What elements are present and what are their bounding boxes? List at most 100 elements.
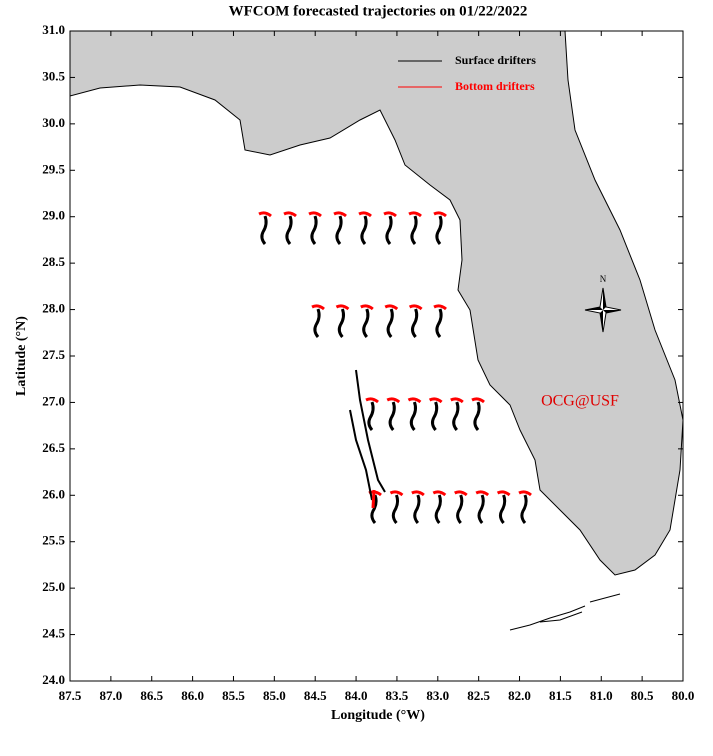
bottom-trajectory bbox=[308, 211, 322, 218]
legend-label: Bottom drifters bbox=[455, 79, 535, 93]
bottom-trajectory bbox=[450, 397, 464, 404]
surface-trajectory bbox=[367, 401, 375, 431]
bottom-trajectory bbox=[389, 490, 404, 497]
surface-trajectory bbox=[313, 308, 321, 338]
bottom-trajectory bbox=[475, 490, 490, 497]
bottom-trajectory bbox=[471, 397, 485, 404]
x-tick-label: 84.0 bbox=[345, 688, 368, 703]
surface-trajectory bbox=[410, 215, 418, 245]
x-tick-label: 82.5 bbox=[467, 688, 490, 703]
x-tick-label: 81.5 bbox=[549, 688, 572, 703]
land bbox=[69, 30, 684, 576]
bottom-trajectory bbox=[258, 211, 272, 218]
surface-trajectory bbox=[335, 215, 343, 245]
x-tick-label: 83.0 bbox=[426, 688, 449, 703]
bottom-trajectory bbox=[433, 211, 447, 218]
bottom-trajectory bbox=[428, 397, 443, 404]
surface-trajectory bbox=[370, 494, 378, 524]
y-tick-label: 27.5 bbox=[42, 347, 65, 362]
surface-trajectory bbox=[355, 369, 386, 493]
y-tick-label: 29.5 bbox=[42, 161, 65, 176]
surface-trajectory bbox=[409, 401, 418, 431]
bottom-trajectory bbox=[384, 304, 399, 311]
bottom-trajectory bbox=[411, 490, 425, 497]
surface-trajectory bbox=[435, 215, 443, 245]
x-tick-label: 80.0 bbox=[672, 688, 695, 703]
x-tick-label: 85.5 bbox=[222, 688, 245, 703]
y-tick-label: 27.0 bbox=[42, 393, 65, 408]
surface-trajectory bbox=[310, 215, 318, 245]
surface-trajectory bbox=[410, 308, 419, 338]
bottom-trajectory bbox=[407, 397, 422, 404]
x-tick-label: 83.5 bbox=[386, 688, 409, 703]
x-axis-label: Longitude (°W) bbox=[331, 708, 425, 723]
trajectories bbox=[258, 211, 532, 524]
x-tick-label: 86.0 bbox=[181, 688, 204, 703]
x-tick-label: 82.0 bbox=[508, 688, 531, 703]
bottom-trajectory bbox=[454, 490, 468, 497]
bottom-trajectory bbox=[311, 304, 325, 311]
y-axis-label: Latitude (°N) bbox=[14, 316, 29, 396]
compass: N bbox=[584, 274, 622, 333]
y-tick-label: 25.0 bbox=[42, 579, 65, 594]
bottom-trajectory bbox=[283, 211, 297, 218]
bottom-trajectory bbox=[408, 211, 422, 218]
y-tick-label: 28.5 bbox=[42, 254, 65, 269]
surface-trajectory bbox=[413, 494, 421, 524]
bottom-trajectory bbox=[433, 304, 447, 311]
surface-trajectory bbox=[477, 494, 485, 524]
y-tick-label: 26.0 bbox=[42, 486, 65, 501]
surface-trajectory bbox=[388, 401, 396, 431]
surface-trajectory bbox=[337, 308, 346, 338]
compass-label: N bbox=[600, 274, 607, 284]
compass-fill bbox=[585, 288, 621, 332]
surface-trajectory bbox=[362, 308, 370, 338]
y-tick-label: 25.5 bbox=[42, 533, 65, 548]
bottom-trajectory bbox=[360, 304, 374, 311]
legend-label: Surface drifters bbox=[455, 53, 536, 67]
bottom-trajectory bbox=[358, 211, 372, 218]
surface-trajectory bbox=[430, 401, 439, 431]
surface-trajectory bbox=[386, 308, 394, 338]
y-tick-label: 30.0 bbox=[42, 115, 65, 130]
bottom-trajectory bbox=[383, 211, 397, 218]
surface-trajectory bbox=[498, 494, 507, 524]
surface-trajectory bbox=[360, 215, 368, 245]
surface-trajectory bbox=[391, 494, 400, 524]
y-tick-label: 30.5 bbox=[42, 68, 65, 83]
y-tick-label: 28.0 bbox=[42, 301, 65, 316]
x-tick-label: 85.0 bbox=[263, 688, 286, 703]
annotation: OCG@USF bbox=[541, 393, 619, 410]
bottom-trajectory bbox=[496, 490, 511, 497]
x-tick-label: 81.0 bbox=[590, 688, 613, 703]
bottom-trajectory bbox=[365, 397, 379, 404]
bottom-trajectory bbox=[335, 304, 350, 311]
x-tick-label: 80.5 bbox=[631, 688, 654, 703]
chart-title: WFCOM forecasted trajectories on 01/22/2… bbox=[229, 3, 528, 19]
bottom-trajectory bbox=[518, 490, 532, 497]
y-tick-label: 24.0 bbox=[42, 672, 65, 687]
bottom-trajectory bbox=[432, 490, 447, 497]
keys bbox=[509, 593, 621, 631]
y-tick-label: 26.5 bbox=[42, 440, 65, 455]
bottom-trajectory bbox=[333, 211, 347, 218]
surface-trajectory bbox=[520, 494, 528, 524]
bottom-trajectory bbox=[386, 397, 401, 404]
x-tick-label: 87.5 bbox=[59, 688, 82, 703]
surface-trajectory bbox=[456, 494, 464, 524]
surface-trajectory bbox=[473, 401, 481, 431]
bottom-trajectory bbox=[371, 489, 376, 509]
y-tick-label: 31.0 bbox=[42, 22, 65, 37]
bottom-trajectory bbox=[408, 304, 423, 311]
y-tick-label: 24.5 bbox=[42, 626, 65, 641]
surface-trajectory bbox=[452, 401, 460, 431]
x-tick-label: 86.5 bbox=[140, 688, 163, 703]
surface-trajectory bbox=[434, 494, 442, 524]
surface-trajectory bbox=[260, 215, 268, 245]
surface-trajectory bbox=[285, 215, 293, 245]
surface-trajectory bbox=[385, 215, 393, 245]
x-tick-label: 84.5 bbox=[304, 688, 327, 703]
surface-trajectory bbox=[435, 308, 443, 338]
surface-trajectory bbox=[349, 409, 373, 501]
